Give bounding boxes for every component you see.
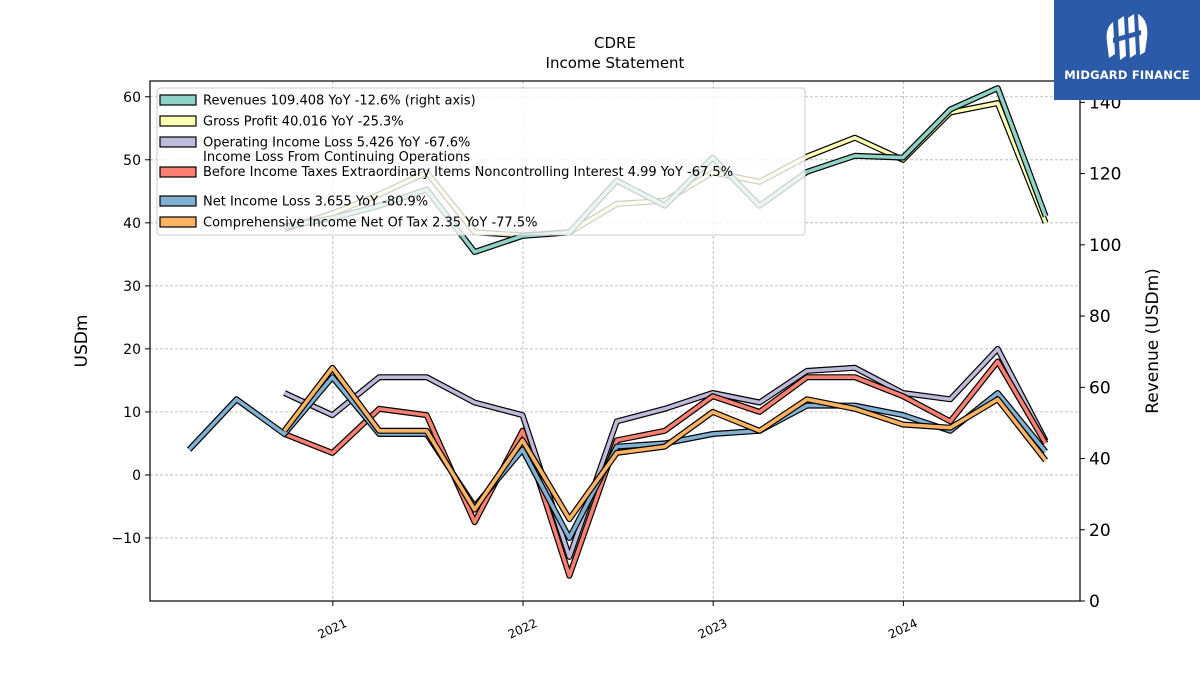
chart-subtitle: Income Statement bbox=[546, 54, 685, 72]
series-line-outline bbox=[283, 358, 1049, 579]
x-tick-label: 2023 bbox=[696, 616, 730, 642]
series-line bbox=[283, 347, 1048, 559]
series-4 bbox=[186, 374, 1048, 541]
legend-box bbox=[156, 87, 806, 236]
chart-legend: Revenues 109.408 YoY -12.6% (right axis)… bbox=[156, 87, 806, 236]
x-tick-label: 2024 bbox=[886, 616, 920, 642]
x-tick-label: 2021 bbox=[316, 616, 350, 642]
right-axis-label: Revenue (USDm) bbox=[1143, 268, 1163, 414]
right-tick-label: 100 bbox=[1089, 236, 1121, 256]
right-tick-label: 80 bbox=[1089, 307, 1111, 327]
midgard-logo-icon bbox=[1106, 14, 1148, 60]
legend-swatch bbox=[159, 166, 197, 178]
left-axis-label: USDm bbox=[72, 315, 92, 368]
legend-label: Comprehensive Income Net Of Tax 2.35 YoY… bbox=[203, 216, 537, 231]
right-tick-label: 120 bbox=[1089, 165, 1121, 185]
legend-label: Before Income Taxes Extraordinary Items … bbox=[203, 165, 733, 180]
left-tick-label: 20 bbox=[123, 342, 141, 358]
chart-title: CDRE bbox=[594, 34, 636, 52]
right-tick-label: 60 bbox=[1089, 378, 1111, 398]
legend-swatch bbox=[159, 115, 197, 127]
plot-frame bbox=[149, 80, 1081, 602]
right-tick-label: 40 bbox=[1089, 450, 1111, 470]
legend-swatch bbox=[159, 195, 197, 207]
left-tick-label: 40 bbox=[123, 216, 141, 232]
legend-label: Operating Income Loss 5.426 YoY -67.6% bbox=[203, 136, 470, 151]
series-line-outline bbox=[282, 364, 1048, 523]
left-tick-label: 0 bbox=[132, 468, 141, 484]
series-line bbox=[282, 365, 1048, 521]
legend-swatch bbox=[159, 136, 197, 148]
logo-text: MIDGARD FINANCE bbox=[1064, 68, 1190, 82]
right-tick-label: 0 bbox=[1089, 592, 1100, 612]
legend-swatch bbox=[159, 94, 197, 106]
series-3 bbox=[283, 358, 1049, 579]
legend-label: Income Loss From Continuing Operations bbox=[203, 150, 470, 165]
legend-label: Net Income Loss 3.655 YoY -80.9% bbox=[203, 195, 428, 210]
legend-label: Gross Profit 40.016 YoY -25.3% bbox=[203, 115, 404, 130]
left-tick-label: −10 bbox=[111, 531, 141, 547]
left-tick-label: 60 bbox=[123, 90, 141, 106]
series-line bbox=[283, 359, 1048, 578]
series-2 bbox=[283, 345, 1049, 560]
left-tick-label: 30 bbox=[123, 279, 141, 295]
legend-label: Revenues 109.408 YoY -12.6% (right axis) bbox=[203, 94, 476, 109]
series-line bbox=[187, 375, 1047, 540]
legend-swatch bbox=[159, 216, 197, 228]
right-tick-label: 20 bbox=[1089, 521, 1111, 541]
left-tick-label: 10 bbox=[123, 405, 141, 421]
x-tick-label: 2022 bbox=[506, 616, 540, 642]
midgard-finance-logo: MIDGARD FINANCE bbox=[1054, 0, 1200, 100]
left-tick-label: 50 bbox=[123, 153, 141, 169]
series-5 bbox=[282, 364, 1048, 523]
series-line-outline bbox=[283, 345, 1049, 560]
